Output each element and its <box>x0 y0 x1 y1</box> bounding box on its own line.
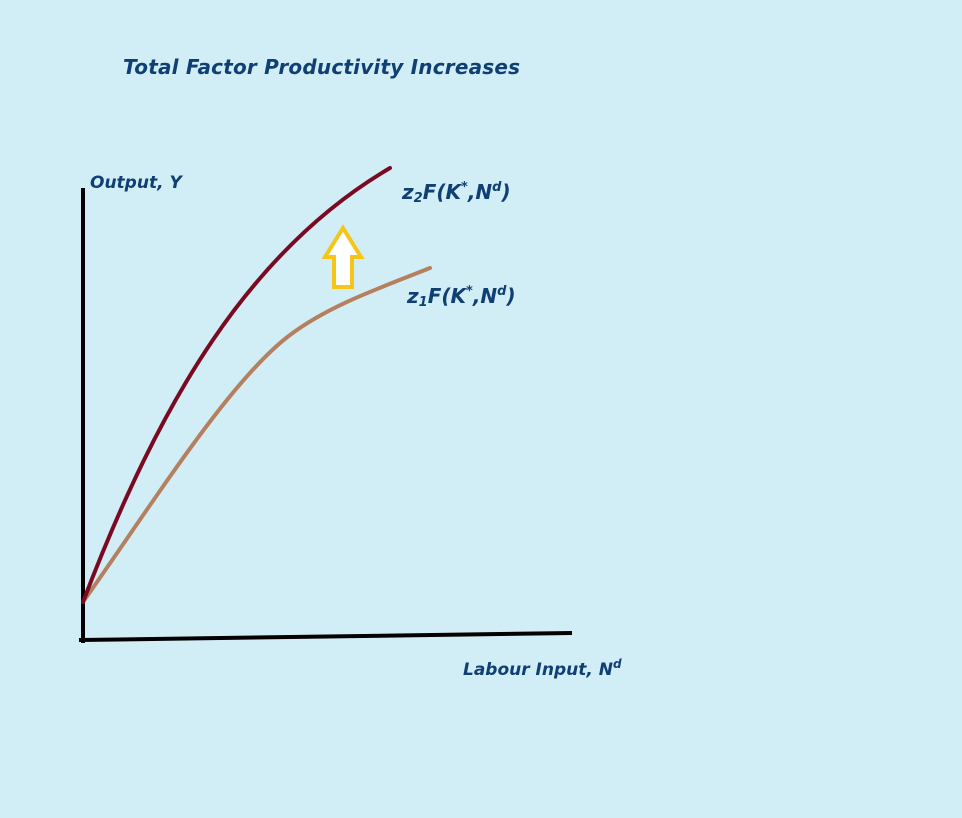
shift-arrow-icon <box>321 224 365 289</box>
curve-z1-coef: z <box>407 284 419 308</box>
curve-z2-post: ) <box>501 180 511 204</box>
curve-z1-label: z1F(K*,Nd) <box>407 284 516 310</box>
x-axis <box>78 630 573 643</box>
curve-z2 <box>81 166 392 604</box>
curve-z2-star: * <box>461 180 468 195</box>
x-axis-label: Labour Input, Nd <box>463 657 622 680</box>
curve-z1-pre: F(K <box>427 284 466 308</box>
curve-z1 <box>81 266 432 604</box>
curve-z2-pre: F(K <box>422 180 461 204</box>
curve-z2-coef: z <box>402 180 414 204</box>
curve-z2-mid: ,N <box>467 180 493 204</box>
curve-z1-post: ) <box>506 284 516 308</box>
curve-z2-sup: d <box>492 180 502 195</box>
curve-z1-mid: ,N <box>472 284 498 308</box>
diagram-title: Total Factor Productivity Increases <box>123 55 521 79</box>
x-axis-label-superscript: d <box>613 657 622 671</box>
curve-z2-coef-sub: 2 <box>413 191 423 206</box>
curve-z2-label: z2F(K*,Nd) <box>402 180 511 206</box>
curve-z1-star: * <box>466 284 473 299</box>
x-axis-label-text: Labour Input, N <box>463 660 613 680</box>
y-axis-label: Output, Y <box>90 173 182 193</box>
curve-z1-sup: d <box>497 284 507 299</box>
curve-z1-coef-sub: 1 <box>418 295 428 310</box>
